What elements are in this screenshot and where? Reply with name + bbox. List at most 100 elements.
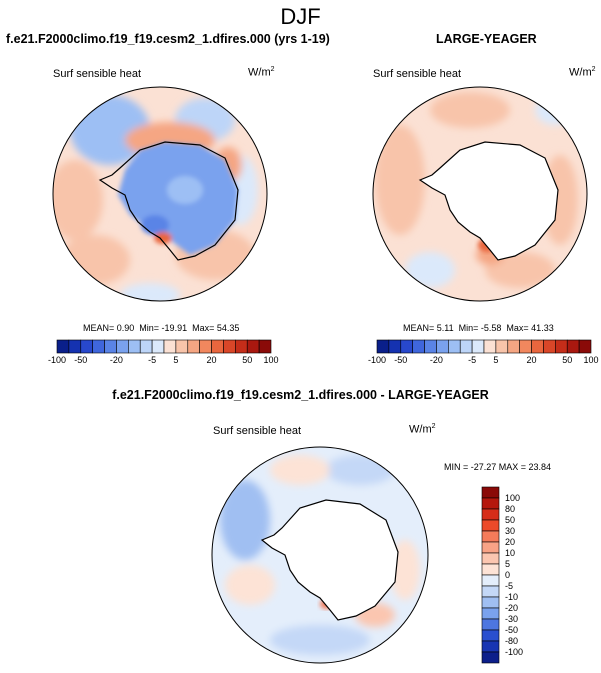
colorbar-swatch xyxy=(104,339,117,354)
colorbar-swatch xyxy=(471,339,485,354)
colorbar-swatch xyxy=(223,339,236,354)
colorbar-tick-label: 20 xyxy=(505,537,515,547)
colorbar-swatch xyxy=(481,618,500,631)
colorbar-swatch xyxy=(519,339,532,354)
colorbar-swatch xyxy=(376,339,390,354)
colorbar-tick-label: 100 xyxy=(505,493,520,503)
colorbar-swatch xyxy=(481,486,500,499)
colorbar-swatch xyxy=(555,339,568,354)
colorbar-swatch xyxy=(436,339,449,354)
colorbar-swatch xyxy=(68,339,82,354)
colorbar-tick-label: -20 xyxy=(430,355,443,365)
map-boundary-model xyxy=(52,86,268,302)
colorbar-obs: -100 -50 -20 -5 5 20 50 100 xyxy=(368,339,599,365)
colorbar-tick-label: -80 xyxy=(505,636,518,646)
antarctica-coastline xyxy=(98,141,239,261)
colorbar-swatch xyxy=(163,339,177,354)
stats-diff: MIN = -27.27 MAX = 23.84 xyxy=(444,462,552,472)
map-boundary-diff xyxy=(211,446,429,664)
colorbar-swatch xyxy=(531,339,544,354)
colorbar-tick-label: -50 xyxy=(505,625,518,635)
variable-label-diff: Surf sensible heat xyxy=(213,425,302,437)
panel-title-obs: LARGE-YEAGER xyxy=(436,32,537,46)
colorbar-tick-label: -100 xyxy=(48,355,66,365)
colorbar-swatch xyxy=(481,596,500,609)
colorbar-swatch xyxy=(481,574,500,587)
colorbar-tick-label: 30 xyxy=(505,526,515,536)
colorbar-tick-label: -5 xyxy=(468,355,476,365)
colorbar-tick-label: 50 xyxy=(505,515,515,525)
colorbar-swatch xyxy=(459,339,473,354)
colorbar-tick-label: -100 xyxy=(368,355,386,365)
colorbar-swatch xyxy=(92,339,105,354)
colorbar-swatch xyxy=(139,339,153,354)
units-label-obs: W/m2 xyxy=(569,66,596,79)
colorbar-swatch xyxy=(80,339,93,354)
colorbar-swatch xyxy=(388,339,402,354)
panel-title-model: f.e21.F2000climo.f19_f19.cesm2_1.dfires.… xyxy=(6,32,330,46)
colorbar-tick-label: 50 xyxy=(242,355,252,365)
colorbar-swatch xyxy=(56,339,70,354)
colorbar-swatch xyxy=(481,585,500,598)
colorbar-tick-label: -50 xyxy=(394,355,407,365)
variable-label-model: Surf sensible heat xyxy=(53,68,142,80)
colorbar-tick-label: -100 xyxy=(505,647,523,657)
colorbar-swatch xyxy=(116,339,129,354)
colorbar-swatch xyxy=(481,552,500,565)
map-obs xyxy=(373,87,587,301)
map-boundary-obs xyxy=(372,86,588,302)
colorbar-tick-label: -5 xyxy=(505,581,513,591)
units-label-diff: W/m2 xyxy=(409,423,436,436)
map-model xyxy=(53,87,267,301)
colorbar-swatch xyxy=(481,497,500,510)
colorbar-swatch xyxy=(481,541,500,554)
colorbar-swatch xyxy=(481,563,500,576)
colorbar-swatch xyxy=(578,339,592,354)
colorbar-swatch xyxy=(481,519,500,532)
colorbar-tick-label: 80 xyxy=(505,504,515,514)
colorbar-tick-label: 10 xyxy=(505,548,515,558)
colorbar-swatch xyxy=(128,339,141,354)
map-diff xyxy=(212,447,428,663)
colorbar-swatch xyxy=(543,339,556,354)
colorbar-swatch xyxy=(483,339,497,354)
antarctica-mask-diff xyxy=(260,499,399,621)
antarctica-mask-obs xyxy=(418,141,559,261)
colorbar-tick-label: -20 xyxy=(110,355,123,365)
panel-title-diff: f.e21.F2000climo.f19_f19.cesm2_1.dfires.… xyxy=(112,388,489,402)
colorbar-swatch xyxy=(199,339,212,354)
colorbar-swatch xyxy=(481,607,500,620)
colorbar-swatch xyxy=(258,339,272,354)
colorbar-swatch xyxy=(151,339,165,354)
colorbar-tick-label: -50 xyxy=(74,355,87,365)
colorbar-swatch xyxy=(400,339,413,354)
colorbar-tick-label: 100 xyxy=(263,355,278,365)
colorbar-swatch xyxy=(412,339,425,354)
units-label-model: W/m2 xyxy=(248,66,275,79)
colorbar-tick-label: 20 xyxy=(207,355,217,365)
colorbar-swatch xyxy=(481,651,500,664)
stats-model: MEAN= 0.90 Min= -19.91 Max= 54.35 xyxy=(83,323,240,333)
page-title: DJF xyxy=(280,4,321,29)
colorbar-swatch xyxy=(424,339,437,354)
colorbar-swatch xyxy=(235,339,248,354)
colorbar-tick-label: -30 xyxy=(505,614,518,624)
colorbar-swatch xyxy=(566,339,580,354)
colorbar-swatch xyxy=(507,339,520,354)
colorbar-tick-label: 5 xyxy=(173,355,178,365)
colorbar-tick-label: 5 xyxy=(505,559,510,569)
stats-obs: MEAN= 5.11 Min= -5.58 Max= 41.33 xyxy=(403,323,554,333)
colorbar-swatch xyxy=(246,339,260,354)
colorbar-tick-label: -10 xyxy=(505,592,518,602)
colorbar-tick-label: 20 xyxy=(527,355,537,365)
colorbar-model: -100 -50 -20 -5 5 20 50 100 xyxy=(48,339,279,365)
colorbar-swatch xyxy=(481,508,500,521)
colorbar-tick-label: 0 xyxy=(505,570,510,580)
colorbar-tick-label: -20 xyxy=(505,603,518,613)
colorbar-swatch xyxy=(211,339,224,354)
colorbar-tick-label: 50 xyxy=(562,355,572,365)
colorbar-tick-label: 100 xyxy=(583,355,598,365)
colorbar-swatch xyxy=(448,339,461,354)
